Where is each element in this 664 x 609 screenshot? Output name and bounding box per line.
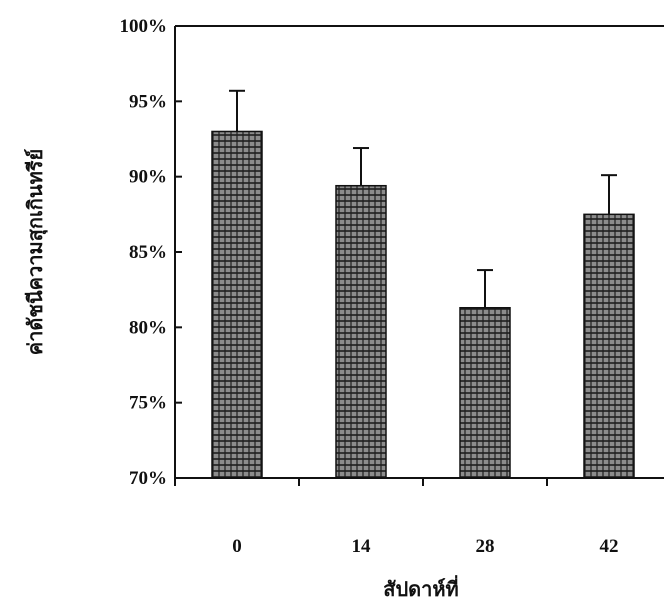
- bar-week-14: [335, 184, 387, 479]
- bar-week-28: [459, 306, 511, 479]
- y-tick-label: 95%: [129, 91, 167, 112]
- y-tick-label: 70%: [129, 468, 167, 489]
- y-tick-label: 75%: [129, 393, 167, 414]
- x-tick-label: 28: [476, 536, 495, 557]
- y-tick-label: 100%: [120, 16, 168, 37]
- bar-week-42: [583, 213, 635, 479]
- y-tick-label: 85%: [129, 242, 167, 263]
- x-tick-label: 14: [352, 536, 372, 557]
- x-axis-title: สัปดาห์ที่: [383, 574, 459, 601]
- y-tick-label: 90%: [129, 167, 167, 188]
- y-tick-label: 80%: [129, 317, 167, 338]
- x-ticks-layer: 0 14 28 42: [174, 478, 619, 557]
- x-tick-label: 0: [232, 536, 242, 557]
- error-bars-layer: [229, 89, 617, 308]
- bars-layer: [211, 130, 635, 479]
- bar-week-0: [211, 130, 263, 479]
- y-axis-title: ค่าดัชนีความสุกเกินทรีย์: [23, 149, 48, 355]
- y-ticks-layer: 70% 75% 80% 85% 90% 95% 100%: [120, 16, 182, 489]
- x-tick-label: 42: [600, 536, 619, 557]
